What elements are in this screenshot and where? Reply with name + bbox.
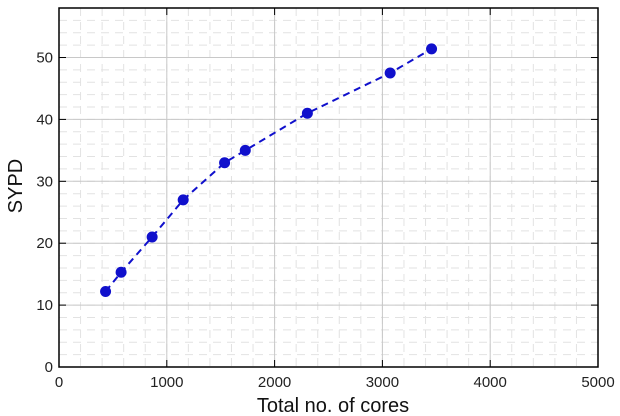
data-point [100,285,112,297]
x-tick-label: 2000 [258,374,291,391]
axis-ticks [58,8,599,368]
x-tick-labels: 0 1000 2000 3000 4000 5000 [55,374,615,391]
y-axis-label: SYPD [5,159,27,213]
x-tick-label: 1000 [150,374,183,391]
x-tick-label: 0 [55,374,63,391]
x-tick-label: 4000 [474,374,507,391]
data-point [384,67,396,79]
x-tick-label: 3000 [366,374,399,391]
plot-frame [58,7,599,368]
data-point [239,144,251,156]
data-point [146,231,158,243]
data-point [219,157,231,169]
series-lines [104,48,433,293]
data-point [301,107,313,119]
x-tick-label: 5000 [581,374,614,391]
y-tick-label: 30 [36,173,53,190]
y-tick-label: 50 [36,50,53,67]
y-tick-label: 10 [36,297,53,314]
data-point [426,43,438,55]
x-axis-label: Total no. of cores [257,395,409,416]
y-tick-labels: 0 10 20 30 40 50 [36,50,53,376]
y-tick-label: 0 [45,359,53,376]
series-points [100,43,438,297]
minor-grid [58,7,599,368]
data-point [115,266,127,278]
major-grid [58,8,599,368]
data-point [177,194,189,206]
y-tick-label: 20 [36,235,53,252]
y-tick-label: 40 [36,111,53,128]
series-line [104,48,433,293]
